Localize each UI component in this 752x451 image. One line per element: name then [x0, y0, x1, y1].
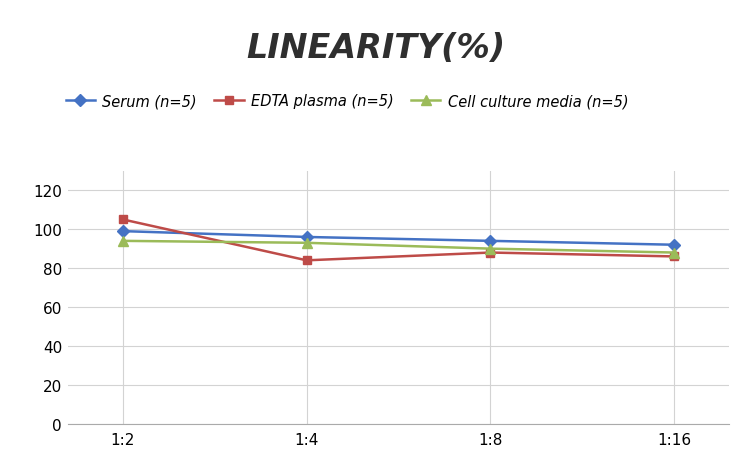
Legend: Serum (n=5), EDTA plasma (n=5), Cell culture media (n=5): Serum (n=5), EDTA plasma (n=5), Cell cul…	[60, 88, 634, 115]
Text: LINEARITY(%): LINEARITY(%)	[247, 32, 505, 64]
